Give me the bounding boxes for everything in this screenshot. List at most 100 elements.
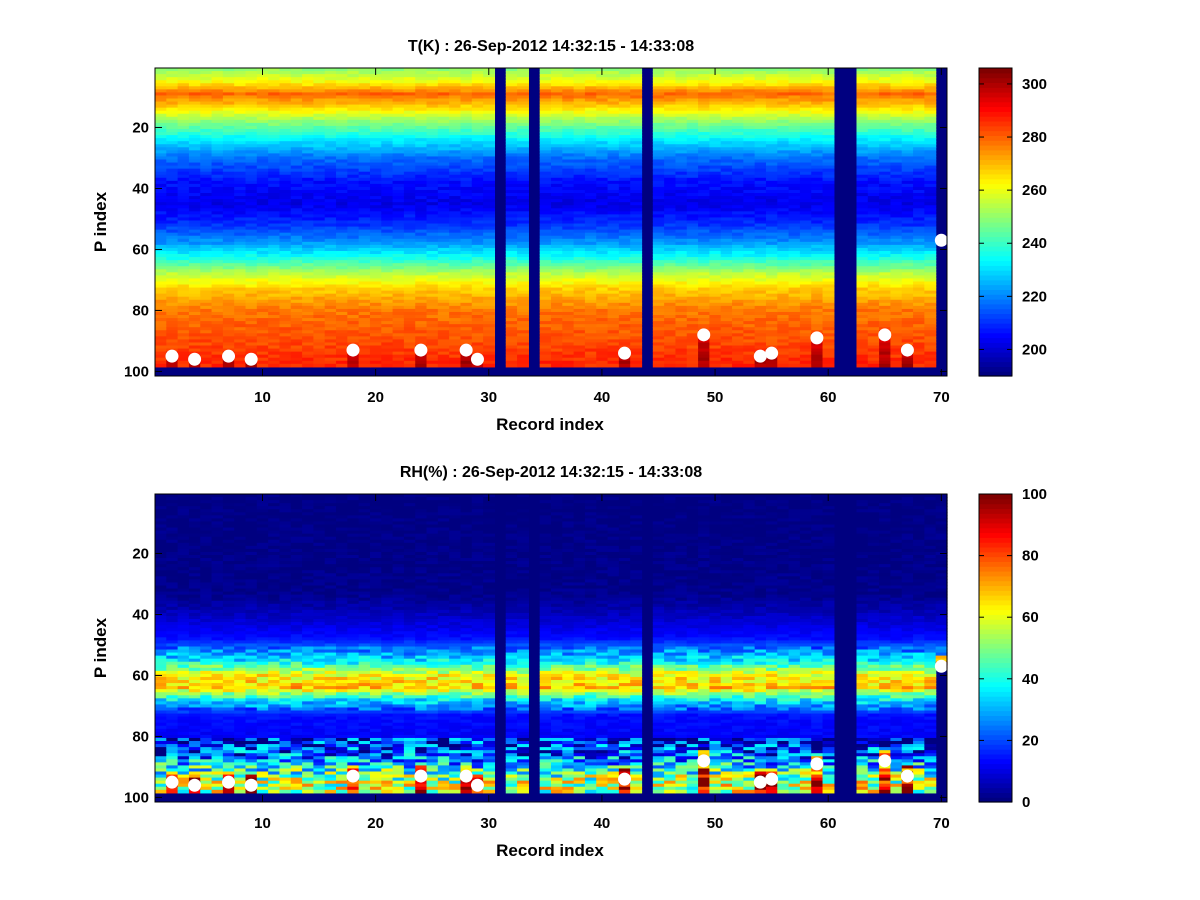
heatmap-cell: [607, 220, 620, 225]
heatmap-cell: [188, 89, 201, 93]
heatmap-cell: [562, 287, 575, 292]
heatmap-cell: [471, 138, 484, 142]
heatmap-cell: [415, 71, 428, 75]
heatmap-cell: [313, 141, 326, 145]
heatmap-cell: [426, 205, 439, 209]
heatmap-cell: [539, 290, 552, 295]
heatmap-cell: [268, 247, 281, 252]
heatmap-cell: [505, 284, 518, 289]
heatmap-cell: [664, 296, 677, 301]
heatmap-cell: [426, 98, 439, 103]
heatmap-cell: [573, 144, 586, 148]
heatmap-cell: [607, 308, 620, 313]
heatmap-cell: [607, 327, 620, 331]
heatmap-cell: [652, 68, 665, 72]
heatmap-cell: [392, 202, 405, 206]
heatmap-cell: [290, 345, 303, 350]
heatmap-cell: [166, 305, 179, 310]
heatmap-cell: [573, 269, 586, 273]
heatmap-cell: [471, 147, 484, 151]
heatmap-cell: [211, 260, 224, 264]
heatmap-cell: [313, 80, 326, 84]
heatmap-cell: [437, 186, 450, 191]
heatmap-cell: [573, 241, 586, 246]
heatmap-cell: [562, 275, 575, 280]
heatmap-cell: [584, 223, 597, 228]
heatmap-cell: [437, 104, 450, 109]
heatmap-cell: [256, 186, 269, 191]
heatmap-cell: [177, 171, 190, 176]
heatmap-cell: [517, 278, 529, 283]
heatmap-cell: [177, 89, 190, 93]
heatmap-cell: [630, 211, 643, 215]
heatmap-cell: [573, 272, 586, 276]
heatmap-cell: [596, 296, 609, 301]
heatmap-cell: [652, 183, 665, 188]
heatmap-cell: [584, 199, 597, 203]
heatmap-cell: [381, 254, 394, 258]
heatmap-cell: [381, 153, 394, 158]
heatmap-cell: [188, 165, 201, 170]
heatmap-cell: [200, 119, 213, 124]
heatmap-cell: [279, 269, 292, 273]
heatmap-cell: [652, 159, 665, 164]
heatmap-cell: [505, 247, 518, 252]
heatmap-cell: [618, 174, 631, 179]
heatmap-cell: [517, 83, 529, 87]
heatmap-cell: [166, 180, 179, 185]
heatmap-cell: [415, 217, 428, 222]
heatmap-cell: [652, 211, 665, 215]
heatmap-cell: [630, 250, 643, 255]
heatmap-cell: [268, 241, 281, 246]
heatmap-cell: [313, 208, 326, 212]
record-column: [347, 68, 360, 368]
heatmap-cell: [652, 336, 665, 341]
heatmap-cell: [630, 98, 643, 103]
heatmap-cell: [211, 86, 224, 90]
heatmap-cell: [302, 339, 314, 344]
heatmap-cell: [471, 321, 484, 325]
heatmap-cell: [200, 247, 213, 252]
heatmap-cell: [607, 351, 620, 356]
heatmap-cell: [664, 125, 677, 130]
heatmap-cell: [324, 159, 337, 164]
heatmap-cell: [234, 232, 247, 237]
heatmap-cell: [369, 199, 382, 203]
heatmap-cell: [562, 302, 575, 307]
heatmap-cell: [551, 159, 563, 164]
heatmap-cell: [415, 141, 428, 145]
heatmap-cell: [188, 333, 201, 337]
heatmap-cell: [302, 113, 314, 118]
heatmap-cell: [505, 232, 518, 237]
heatmap-cell: [460, 83, 473, 87]
heatmap-cell: [664, 101, 677, 106]
heatmap-cell: [211, 278, 224, 283]
heatmap-cell: [483, 98, 496, 103]
heatmap-cell: [211, 208, 224, 212]
heatmap-cell: [596, 357, 609, 362]
heatmap-cell: [155, 241, 167, 246]
heatmap-cell: [324, 156, 337, 161]
heatmap-cell: [256, 98, 269, 103]
heatmap-cell: [596, 186, 609, 191]
heatmap-cell: [483, 174, 496, 179]
heatmap-cell: [460, 293, 473, 298]
heatmap-cell: [324, 171, 337, 176]
heatmap-cell: [200, 77, 213, 81]
heatmap-cell: [426, 260, 439, 264]
heatmap-cell: [234, 217, 247, 222]
heatmap-cell: [200, 128, 213, 133]
heatmap-cell: [539, 189, 552, 194]
heatmap-cell: [573, 238, 586, 243]
heatmap-cell: [279, 211, 292, 215]
heatmap-cell: [222, 217, 235, 222]
heatmap-cell: [234, 315, 247, 319]
heatmap-cell: [426, 116, 439, 121]
heatmap-cell: [403, 296, 416, 301]
heatmap-cell: [415, 211, 428, 215]
heatmap-cell: [618, 254, 631, 258]
heatmap-cell: [584, 214, 597, 219]
heatmap-cell: [222, 101, 235, 106]
heatmap-cell: [369, 107, 382, 112]
heatmap-cell: [551, 110, 563, 115]
